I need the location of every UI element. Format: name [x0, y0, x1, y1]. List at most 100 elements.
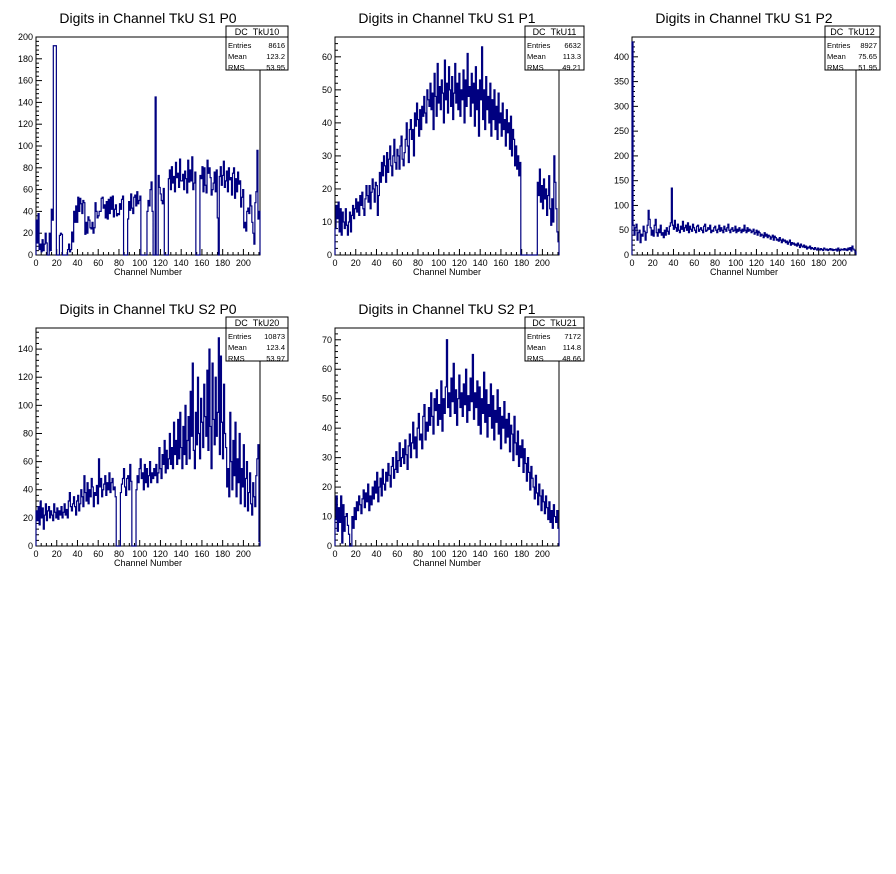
x-tick-label: 0 — [33, 258, 38, 268]
stats-box-name: DC_TkU12 — [830, 27, 875, 37]
stats-box-frame — [524, 316, 585, 362]
x-tick-label: 120 — [749, 258, 764, 268]
x-tick-label: 120 — [452, 258, 467, 268]
y-tick-label: 80 — [23, 428, 33, 438]
x-tick-label: 20 — [648, 258, 658, 268]
x-tick-label: 140 — [174, 549, 189, 559]
x-tick-label: 160 — [790, 258, 805, 268]
x-tick-label: 40 — [371, 258, 381, 268]
stats-label: Mean — [527, 52, 546, 61]
x-axis-label: Channel Number — [114, 267, 182, 277]
x-tick-label: 60 — [93, 549, 103, 559]
y-tick-label: 10 — [322, 512, 332, 522]
stats-label: Mean — [228, 52, 247, 61]
x-tick-label: 100 — [728, 258, 743, 268]
y-tick-label: 20 — [322, 184, 332, 194]
y-tick-label: 60 — [23, 185, 33, 195]
chart-title: Digits in Channel TkU S2 P0 — [59, 301, 236, 317]
y-tick-label: 300 — [614, 101, 629, 111]
x-tick-label: 80 — [710, 258, 720, 268]
x-tick-label: 160 — [493, 258, 508, 268]
x-tick-label: 0 — [332, 258, 337, 268]
plot-frame — [334, 36, 560, 256]
chart-title: Digits in Channel TkU S1 P2 — [655, 10, 832, 26]
y-tick-label: 10 — [322, 217, 332, 227]
x-tick-label: 160 — [194, 258, 209, 268]
histogram-series — [334, 339, 560, 547]
x-tick-label: 140 — [174, 258, 189, 268]
x-tick-label: 200 — [535, 258, 550, 268]
stats-value: 53.97 — [266, 354, 285, 363]
stats-value: 8927 — [860, 41, 877, 50]
y-tick-label: 160 — [18, 76, 33, 86]
stats-label: Mean — [527, 343, 546, 352]
stats-label: RMS — [827, 63, 844, 72]
y-tick-label: 60 — [322, 52, 332, 62]
stats-value: 113.3 — [563, 52, 581, 61]
stats-box: DC_TkU12 Entries 8927 Mean 75.65 RMS 51.95 — [824, 25, 881, 72]
y-tick-label: 20 — [322, 482, 332, 492]
plot-frame — [35, 327, 261, 547]
y-tick-label: 30 — [322, 453, 332, 463]
y-tick-label: 0 — [327, 250, 332, 260]
x-tick-label: 160 — [194, 549, 209, 559]
stats-box-name: DC_TkU10 — [235, 27, 280, 37]
y-tick-label: 400 — [614, 52, 629, 62]
x-axis-label: Channel Number — [710, 267, 778, 277]
x-axis-label: Channel Number — [114, 558, 182, 568]
stats-value: 75.65 — [858, 52, 877, 61]
stats-value: 49.21 — [562, 63, 581, 72]
x-tick-label: 120 — [153, 549, 168, 559]
y-tick-label: 140 — [18, 97, 33, 107]
y-tick-label: 60 — [23, 457, 33, 467]
y-tick-label: 30 — [322, 151, 332, 161]
stats-box-frame — [225, 25, 289, 71]
x-tick-label: 40 — [72, 549, 82, 559]
y-tick-label: 50 — [322, 85, 332, 95]
y-tick-label: 20 — [23, 513, 33, 523]
stats-box-frame — [824, 25, 881, 71]
stats-value: 114.8 — [563, 343, 581, 352]
x-tick-label: 40 — [72, 258, 82, 268]
stats-box: DC_TkU21 Entries 7172 Mean 114.8 RMS 48.66 — [524, 316, 585, 363]
x-tick-label: 80 — [114, 258, 124, 268]
histogram-series — [631, 41, 857, 255]
plot-frame — [631, 36, 857, 256]
x-tick-label: 180 — [811, 258, 826, 268]
histogram-series — [334, 46, 560, 256]
stats-value: 7172 — [564, 332, 581, 341]
stats-value: 8616 — [268, 41, 285, 50]
y-tick-label: 350 — [614, 77, 629, 87]
stats-label: RMS — [228, 63, 245, 72]
histogram-panel-4: Digits in Channel TkU S2 P0 0 20 40 60 80 100 1… — [18, 301, 289, 568]
x-tick-label: 60 — [93, 258, 103, 268]
stats-box: DC_TkU11 Entries 6632 Mean 113.3 RMS 49.21 — [524, 25, 585, 72]
stats-value: 51.95 — [858, 63, 877, 72]
y-tick-label: 0 — [28, 250, 33, 260]
chart-title: Digits in Channel TkU S1 P1 — [358, 10, 535, 26]
stats-label: Entries — [228, 41, 252, 50]
x-tick-label: 200 — [832, 258, 847, 268]
x-tick-label: 40 — [371, 549, 381, 559]
stats-label: RMS — [228, 354, 245, 363]
chart-title: Digits in Channel TkU S1 P0 — [59, 10, 236, 26]
x-tick-label: 0 — [629, 258, 634, 268]
x-tick-label: 100 — [132, 549, 147, 559]
histogram-panel-3: Digits in Channel TkU S1 P2 0 20 40 60 80 100 1… — [614, 10, 881, 277]
stats-label: Mean — [827, 52, 846, 61]
x-tick-label: 140 — [770, 258, 785, 268]
x-tick-label: 80 — [413, 258, 423, 268]
x-tick-label: 0 — [332, 549, 337, 559]
histogram-panel-1: Digits in Channel TkU S1 P0 0 20 40 60 80 100 1… — [18, 10, 289, 277]
y-tick-label: 180 — [18, 54, 33, 64]
y-tick-label: 80 — [23, 163, 33, 173]
x-tick-label: 180 — [514, 258, 529, 268]
histogram-panel-5: Digits in Channel TkU S2 P10 20 40 60 80 100 1… — [322, 301, 585, 568]
x-tick-label: 200 — [236, 258, 251, 268]
x-tick-label: 140 — [473, 549, 488, 559]
stats-label: Mean — [228, 343, 247, 352]
x-tick-label: 80 — [413, 549, 423, 559]
y-tick-label: 50 — [322, 394, 332, 404]
y-tick-label: 200 — [18, 32, 33, 42]
